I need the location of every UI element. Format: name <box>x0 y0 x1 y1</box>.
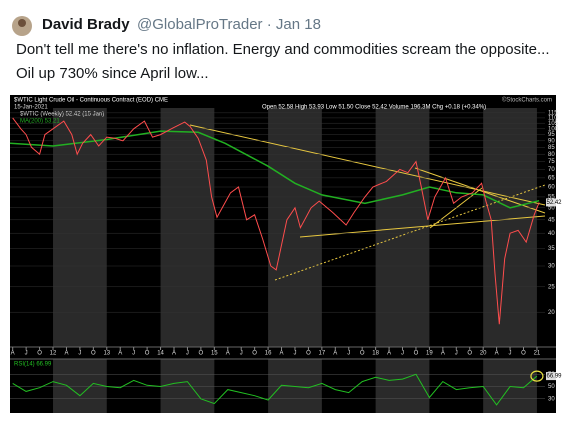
ohlc: Open 52.58 High 53.93 Low 51.50 Close 52… <box>262 105 486 111</box>
x-tick-label: O <box>360 351 365 357</box>
rsi-label: RSI(14) 66.99 <box>14 362 52 368</box>
x-tick-label: 19 <box>426 351 433 357</box>
x-tick-label: A <box>226 351 230 357</box>
handle[interactable]: @GlobalProTrader · Jan 18 <box>137 16 321 33</box>
x-tick-label: 17 <box>319 351 326 357</box>
x-tick-label: 12 <box>50 351 57 357</box>
x-tick-label: O <box>414 351 419 357</box>
rsi-line <box>12 373 538 406</box>
price-line <box>12 117 540 325</box>
year-band <box>483 108 537 347</box>
x-tick-label: J <box>240 351 243 357</box>
x-tick-label: A <box>172 351 176 357</box>
y-tick-label: 105 <box>548 121 559 127</box>
avatar <box>12 16 32 36</box>
x-tick-label: J <box>347 351 350 357</box>
y-tick-label: 65 <box>548 175 555 181</box>
author[interactable]: David Brady <box>42 16 130 33</box>
x-tick-label: O <box>37 351 42 357</box>
avatar-head <box>18 19 26 27</box>
x-tick-label: O <box>91 351 96 357</box>
year-band <box>375 359 430 413</box>
y-tick-label: 110 <box>548 115 558 121</box>
y-tick-label: 35 <box>548 246 555 252</box>
x-tick-label: O <box>306 351 311 357</box>
price-badge-label: 52.42 <box>547 200 563 206</box>
trend-lines <box>189 124 546 281</box>
y-tick-label: 95 <box>548 132 555 138</box>
x-tick-label: J <box>293 351 296 357</box>
y-tick-label: 55 <box>548 194 555 200</box>
y-tick-label: 25 <box>548 284 555 290</box>
x-tick-label: J <box>186 351 189 357</box>
trend-line <box>414 167 546 214</box>
x-tick-label: 15 <box>211 351 218 357</box>
year-band <box>53 359 107 413</box>
year-band <box>160 108 215 347</box>
y-tick-label: 75 <box>548 159 555 165</box>
credit: ©StockCharts.com <box>502 97 552 104</box>
x-tick-label: O <box>199 351 204 357</box>
x-tick-label: A <box>11 351 15 357</box>
price-badge <box>546 198 556 207</box>
chart-date: 15-Jan-2021 <box>14 105 48 111</box>
y-tick-label: 20 <box>548 310 555 316</box>
x-tick-label: J <box>78 351 81 357</box>
chart-title: $WTIC Light Crude Oil - Continuous Contr… <box>14 98 168 104</box>
y-tick-label: 70 <box>548 167 555 173</box>
y-tick-label: 90 <box>548 138 555 144</box>
x-tick-label: A <box>333 351 337 357</box>
x-tick-label: A <box>64 351 68 357</box>
y-tick-label: 115 <box>548 110 558 116</box>
y-tick-label: 30 <box>548 264 555 270</box>
trend-line <box>189 124 546 206</box>
rsi-tick-label: 50 <box>548 384 555 390</box>
year-band <box>375 108 430 347</box>
x-tick-label: J <box>455 351 458 357</box>
y-tick-label: 80 <box>548 152 555 158</box>
trend-line <box>299 215 546 238</box>
x-tick-label: O <box>521 351 526 357</box>
y-tick-label: 100 <box>548 126 559 132</box>
rsi-tick-label: 30 <box>548 396 555 402</box>
x-tick-label: 21 <box>534 351 541 357</box>
x-tick-label: A <box>280 351 284 357</box>
x-tick-label: J <box>509 351 512 357</box>
rsi-badge-label: 66.99 <box>547 374 563 380</box>
rsi-highlight <box>530 370 544 382</box>
tweet-text: Oil up 730% since April low... <box>16 65 209 82</box>
x-tick-label: O <box>145 351 150 357</box>
year-bands <box>53 108 537 413</box>
x-tick-label: O <box>252 351 257 357</box>
x-tick-label: 13 <box>103 351 110 357</box>
y-tick-label: 85 <box>548 145 555 151</box>
x-tick-label: 18 <box>372 351 379 357</box>
y-tick-label: 45 <box>548 217 555 223</box>
year-band <box>268 108 322 347</box>
x-tick-label: J <box>25 351 28 357</box>
legend: $WTIC (Weekly) 52.42 (15 Jan) <box>20 112 104 118</box>
x-tick-label: J <box>132 351 135 357</box>
x-tick-label: A <box>495 351 499 357</box>
x-tick-label: 20 <box>480 351 487 357</box>
y-tick-label: 60 <box>548 185 555 191</box>
y-tick-label: 40 <box>548 231 555 237</box>
tweet-text: Don't tell me there's no inflation. Ener… <box>16 41 550 58</box>
year-band <box>53 108 107 347</box>
x-tick-label: J <box>401 351 404 357</box>
x-tick-label: A <box>441 351 445 357</box>
x-tick-label: O <box>467 351 472 357</box>
rsi-badge <box>546 372 556 381</box>
x-tick-label: A <box>387 351 391 357</box>
ma-legend: MA(200) 53.21 <box>20 119 60 125</box>
y-tick-label: 50 <box>548 205 555 211</box>
x-tick-label: 16 <box>265 351 272 357</box>
x-tick-label: A <box>118 351 122 357</box>
x-tick-label: 14 <box>157 351 164 357</box>
year-band <box>160 359 215 413</box>
